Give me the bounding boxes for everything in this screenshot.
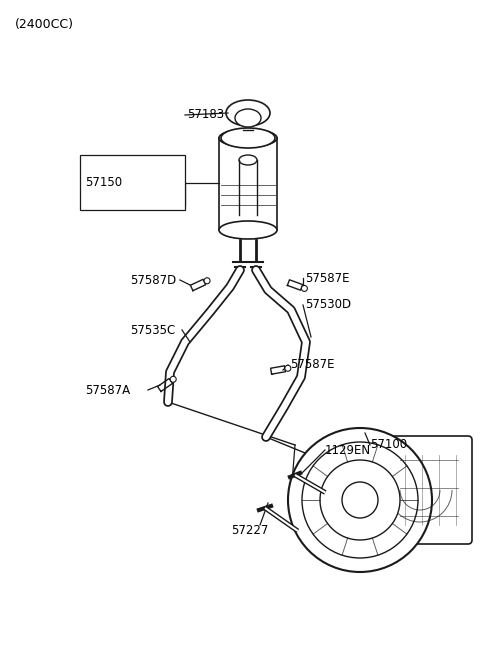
Text: 57150: 57150 — [85, 176, 122, 189]
Circle shape — [170, 377, 176, 382]
Ellipse shape — [219, 129, 277, 147]
Circle shape — [302, 442, 418, 558]
Circle shape — [342, 482, 378, 518]
Text: 57587D: 57587D — [130, 274, 176, 287]
Text: 1129EN: 1129EN — [325, 443, 371, 457]
Circle shape — [288, 428, 432, 572]
FancyBboxPatch shape — [80, 155, 185, 210]
Text: (2400CC): (2400CC) — [15, 18, 74, 31]
Ellipse shape — [235, 109, 261, 127]
Ellipse shape — [221, 128, 275, 148]
Text: 57530D: 57530D — [305, 298, 351, 312]
Circle shape — [301, 285, 307, 291]
Circle shape — [320, 460, 400, 540]
Text: 57227: 57227 — [231, 523, 269, 537]
Circle shape — [285, 365, 291, 371]
Text: 57183: 57183 — [187, 108, 224, 121]
Circle shape — [204, 277, 210, 284]
Text: 57100: 57100 — [370, 438, 407, 451]
Text: 57587E: 57587E — [290, 358, 335, 371]
Text: 57587E: 57587E — [305, 272, 349, 285]
Text: 57535C: 57535C — [130, 323, 175, 337]
Ellipse shape — [219, 221, 277, 239]
Ellipse shape — [226, 100, 270, 126]
Ellipse shape — [239, 155, 257, 165]
FancyBboxPatch shape — [386, 436, 472, 544]
Text: 57587A: 57587A — [85, 384, 130, 396]
